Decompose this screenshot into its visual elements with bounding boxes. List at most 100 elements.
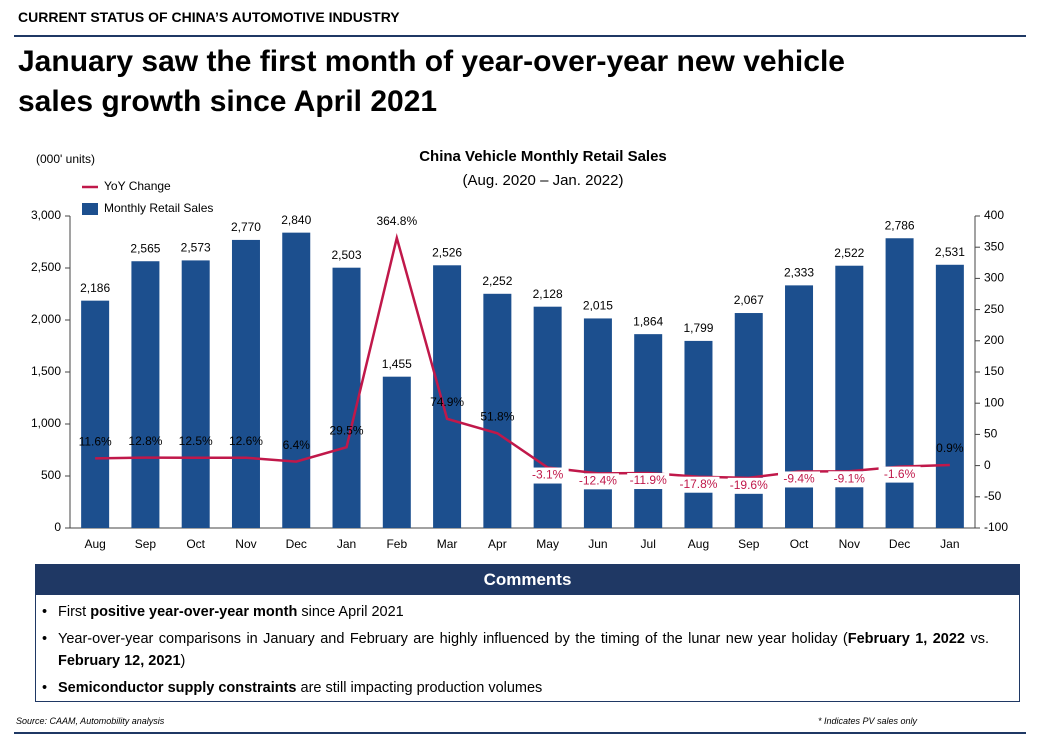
y-tick-label: 1,000 — [31, 416, 61, 430]
line-label: -17.8% — [679, 477, 717, 491]
bar-label: 2,522 — [834, 246, 864, 260]
x-tick-label: Jan — [337, 537, 356, 551]
comment-text: First — [58, 604, 91, 620]
bar — [483, 293, 512, 528]
line-label: -19.6% — [730, 478, 768, 492]
bar — [231, 239, 260, 529]
line-label: 74.9% — [430, 395, 464, 409]
x-tick-label: Feb — [386, 537, 407, 551]
y2-tick-label: 150 — [984, 364, 1004, 378]
title-line: January saw the first month of year-over… — [18, 45, 845, 78]
bar — [433, 265, 462, 528]
y2-tick-label: 350 — [984, 239, 1004, 253]
x-tick-label: May — [536, 537, 559, 551]
x-tick-label: Sep — [135, 537, 157, 551]
bar-label: 2,067 — [734, 293, 764, 307]
x-tick-label: Mar — [437, 537, 458, 551]
line-label: 364.8% — [376, 214, 417, 228]
y-tick-label: 2,000 — [31, 312, 61, 326]
chart: China Vehicle Monthly Retail Sales (Aug.… — [31, 148, 1008, 551]
line-label: -12.4% — [579, 474, 617, 488]
rule — [14, 35, 1026, 37]
x-tick-label: Nov — [235, 537, 256, 551]
bar-label: 2,526 — [432, 245, 462, 259]
bar-label: 2,333 — [784, 266, 814, 280]
x-tick-label: Dec — [286, 537, 307, 551]
bar-label: 2,186 — [80, 281, 110, 295]
comment: First positive year-over-year month sinc… — [42, 601, 989, 623]
x-tick-label: Sep — [738, 537, 760, 551]
y-tick-label: 1,500 — [31, 364, 61, 378]
label-bg — [576, 473, 619, 490]
comment-text: vs. — [965, 631, 993, 647]
bar-label: 2,503 — [332, 248, 362, 262]
y-tick-label: 3,000 — [31, 208, 61, 222]
title: January saw the first month of year-over… — [18, 42, 845, 122]
bar — [131, 261, 160, 528]
bar — [181, 260, 210, 528]
bar-label: 1,864 — [633, 314, 663, 328]
bar-label: 1,799 — [683, 321, 713, 335]
y2-tick-label: 250 — [984, 302, 1004, 316]
comment-text: are still impacting production volumes — [296, 680, 543, 696]
line-label: -9.4% — [783, 472, 815, 486]
y2-tick-label: 100 — [984, 395, 1004, 409]
y-tick-label: 500 — [41, 468, 61, 482]
y2-tick-label: 400 — [984, 208, 1004, 222]
line-label: 6.4% — [283, 438, 311, 452]
label-bg — [677, 476, 720, 493]
y2-tick-label: -100 — [984, 520, 1008, 534]
comment-text: February 1, 2022 — [847, 631, 965, 647]
x-tick-label: Aug — [688, 537, 709, 551]
legend-swatch — [82, 203, 98, 215]
comments-title: Comments — [36, 565, 1019, 595]
x-tick-label: Apr — [488, 537, 507, 551]
x-tick-label: Oct — [790, 537, 809, 551]
y2-tick-label: 50 — [984, 427, 998, 441]
y2-tick-label: 0 — [984, 458, 991, 472]
line-label: 29.5% — [330, 423, 364, 437]
chart-title: China Vehicle Monthly Retail Sales — [419, 148, 667, 165]
kicker: CURRENT STATUS OF CHINA’S AUTOMOTIVE IND… — [18, 9, 400, 25]
x-tick-label: Nov — [839, 537, 860, 551]
label-bg — [778, 471, 821, 488]
bar — [634, 334, 663, 528]
bar-label: 2,015 — [583, 299, 613, 313]
line-label: -3.1% — [532, 468, 564, 482]
bar-label: 2,770 — [231, 220, 261, 234]
y-tick-label: 2,500 — [31, 260, 61, 274]
x-tick-label: Aug — [84, 537, 105, 551]
bar — [885, 238, 914, 529]
line-label: 12.6% — [229, 434, 263, 448]
note: * Indicates PV sales only — [818, 716, 918, 726]
label-bg — [627, 473, 670, 490]
bar-label: 2,573 — [181, 241, 211, 255]
y2-tick-label: 300 — [984, 271, 1004, 285]
bar-label: 2,128 — [533, 287, 563, 301]
label-bg — [828, 471, 871, 488]
bar-label: 2,252 — [482, 274, 512, 288]
line-label: 11.6% — [79, 435, 112, 449]
legend-label: YoY Change — [104, 179, 171, 193]
bar — [785, 285, 814, 528]
y2-tick-label: -50 — [984, 489, 1002, 503]
comments: Comments First positive year-over-year m… — [35, 564, 1020, 702]
bar-label: 1,455 — [382, 357, 412, 371]
line-label: -1.6% — [884, 467, 916, 481]
label-bg — [878, 466, 921, 483]
line-label: 12.5% — [179, 434, 213, 448]
comment: Semiconductor supply constraints are sti… — [42, 677, 989, 699]
line-label: -9.1% — [834, 471, 866, 485]
y-axis-label: (000' units) — [36, 152, 95, 166]
bar — [835, 265, 864, 528]
bar — [382, 376, 411, 528]
x-tick-label: Jun — [588, 537, 607, 551]
bar — [81, 300, 110, 528]
comment-text: Semiconductor supply constraints — [58, 680, 297, 696]
comments-list: First positive year-over-year month sinc… — [36, 601, 1019, 699]
line-label: 51.8% — [480, 409, 514, 423]
label-bg — [727, 477, 770, 494]
comment-text: ) — [180, 653, 186, 669]
comment-text: February 12, 2021 — [58, 653, 181, 669]
